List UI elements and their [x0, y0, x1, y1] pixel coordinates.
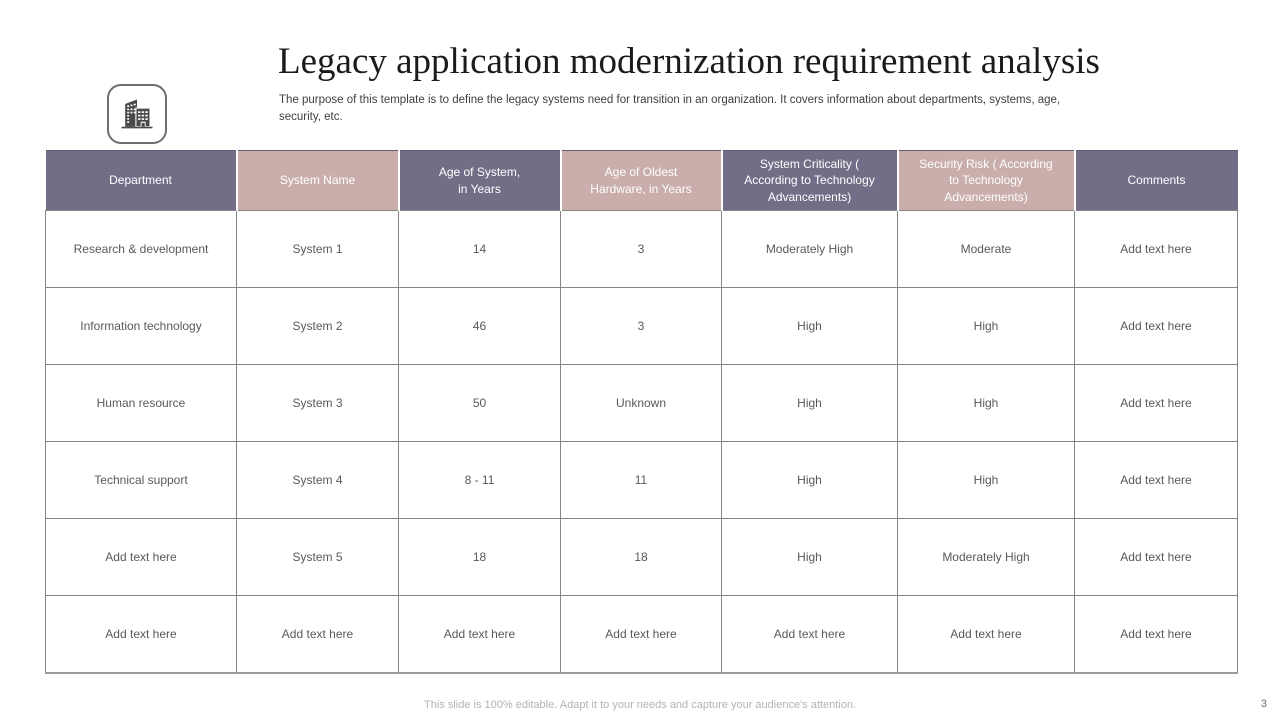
cell-age-of-system[interactable]: 46	[398, 287, 561, 365]
cell-security-risk[interactable]: High	[897, 287, 1075, 365]
cell-system-name[interactable]: System 2	[236, 287, 399, 365]
page-title: Legacy application modernization require…	[278, 41, 1100, 82]
footer-note: This slide is 100% editable. Adapt it to…	[424, 699, 856, 711]
cell-department[interactable]: Research & development	[45, 210, 237, 288]
cell-age-of-oldest-hardware[interactable]: 11	[560, 441, 722, 519]
col-header-system-criticality: System Criticality ( According to Techno…	[720, 150, 898, 211]
cell-age-of-oldest-hardware[interactable]: 3	[560, 287, 722, 365]
table-header-row: Department System Name Age of System, in…	[45, 150, 1238, 211]
cell-department[interactable]: Human resource	[45, 364, 237, 442]
requirement-analysis-table: Department System Name Age of System, in…	[45, 150, 1238, 674]
cell-security-risk[interactable]: Moderately High	[897, 518, 1075, 596]
cell-age-of-system[interactable]: 18	[398, 518, 561, 596]
cell-department[interactable]: Information technology	[45, 287, 237, 365]
table-row: Add text here System 5 18 18 High Modera…	[45, 518, 1238, 596]
page-subtitle: The purpose of this template is to defin…	[279, 94, 1061, 123]
col-header-system-name: System Name	[235, 150, 399, 211]
page-number: 3	[1260, 698, 1267, 710]
cell-comments[interactable]: Add text here	[1074, 364, 1238, 442]
cell-system-criticality[interactable]: High	[721, 518, 898, 596]
buildings-icon	[107, 84, 167, 144]
cell-comments[interactable]: Add text here	[1074, 210, 1238, 288]
buildings-icon-glyph	[121, 99, 153, 129]
cell-security-risk[interactable]: High	[897, 364, 1075, 442]
cell-system-name[interactable]: System 4	[236, 441, 399, 519]
cell-system-name[interactable]: System 3	[236, 364, 399, 442]
cell-age-of-oldest-hardware[interactable]: Unknown	[560, 364, 722, 442]
cell-system-criticality[interactable]: High	[721, 364, 898, 442]
cell-system-criticality[interactable]: High	[721, 287, 898, 365]
cell-system-criticality[interactable]: Moderately High	[721, 210, 898, 288]
col-header-department: Department	[45, 150, 237, 211]
cell-comments[interactable]: Add text here	[1074, 595, 1238, 674]
cell-age-of-system[interactable]: 50	[398, 364, 561, 442]
cell-system-name[interactable]: Add text here	[236, 595, 399, 674]
cell-department[interactable]: Add text here	[45, 518, 237, 596]
cell-comments[interactable]: Add text here	[1074, 441, 1238, 519]
cell-system-criticality[interactable]: Add text here	[721, 595, 898, 674]
cell-age-of-system[interactable]: 14	[398, 210, 561, 288]
cell-security-risk[interactable]: High	[897, 441, 1075, 519]
cell-age-of-oldest-hardware[interactable]: 3	[560, 210, 722, 288]
table-row: Information technology System 2 46 3 Hig…	[45, 287, 1238, 365]
cell-department[interactable]: Add text here	[45, 595, 237, 674]
cell-security-risk[interactable]: Moderate	[897, 210, 1075, 288]
cell-age-of-system[interactable]: Add text here	[398, 595, 561, 674]
table-row: Research & development System 1 14 3 Mod…	[45, 210, 1238, 288]
cell-age-of-system[interactable]: 8 - 11	[398, 441, 561, 519]
table-row: Add text here Add text here Add text her…	[45, 595, 1238, 674]
col-header-age-of-oldest-hardware: Age of Oldest Hardware, in Years	[559, 150, 722, 211]
cell-comments[interactable]: Add text here	[1074, 518, 1238, 596]
cell-age-of-oldest-hardware[interactable]: Add text here	[560, 595, 722, 674]
col-header-security-risk: Security Risk ( According to Technology …	[896, 150, 1075, 211]
cell-department[interactable]: Technical support	[45, 441, 237, 519]
col-header-age-of-system: Age of System, in Years	[397, 150, 561, 211]
cell-comments[interactable]: Add text here	[1074, 287, 1238, 365]
table-row: Technical support System 4 8 - 11 11 Hig…	[45, 441, 1238, 519]
cell-system-name[interactable]: System 1	[236, 210, 399, 288]
cell-security-risk[interactable]: Add text here	[897, 595, 1075, 674]
col-header-comments: Comments	[1073, 150, 1238, 211]
table-row: Human resource System 3 50 Unknown High …	[45, 364, 1238, 442]
cell-age-of-oldest-hardware[interactable]: 18	[560, 518, 722, 596]
cell-system-name[interactable]: System 5	[236, 518, 399, 596]
cell-system-criticality[interactable]: High	[721, 441, 898, 519]
